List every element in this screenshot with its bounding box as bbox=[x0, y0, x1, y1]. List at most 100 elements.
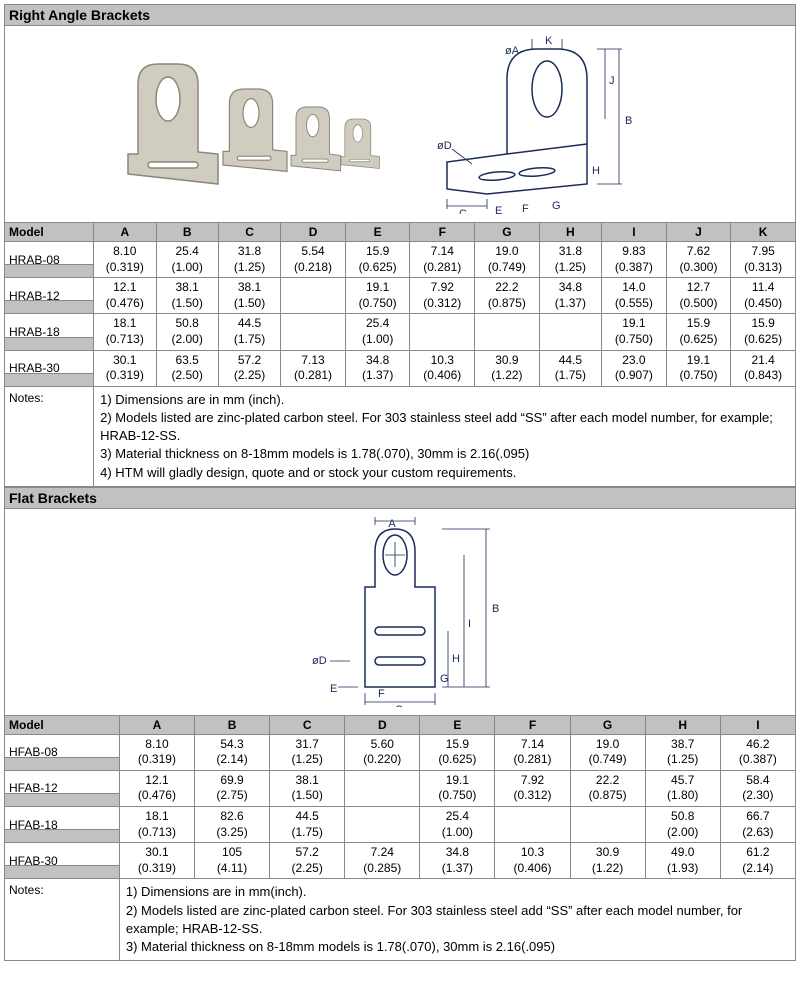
data-cell: 12.7(0.500) bbox=[666, 278, 731, 314]
col-header: K bbox=[731, 223, 796, 242]
data-cell: 19.1(0.750) bbox=[666, 350, 731, 386]
bracket-line-drawing: K øA J B øD H C E F G bbox=[387, 34, 687, 214]
data-cell: 9.83(0.387) bbox=[602, 242, 667, 278]
data-cell: 19.1(0.750) bbox=[602, 314, 667, 350]
flat-line-drawing: A B I H øD E C F G bbox=[250, 517, 550, 707]
notes-label: Notes: bbox=[5, 386, 94, 486]
dim-label: A bbox=[388, 518, 396, 530]
col-header: A bbox=[119, 715, 194, 734]
data-cell: 19.1(0.750) bbox=[420, 770, 495, 806]
notes-body: 1) Dimensions are in mm (inch).2) Models… bbox=[94, 386, 796, 486]
data-cell: 57.2(2.25) bbox=[270, 843, 345, 879]
right-angle-diagram-area: K øA J B øD H C E F G bbox=[4, 26, 796, 222]
data-cell bbox=[495, 807, 570, 843]
notes-label: Notes: bbox=[5, 879, 120, 961]
data-cell: 105(4.11) bbox=[195, 843, 270, 879]
dim-label: B bbox=[625, 115, 632, 127]
dim-label: F bbox=[522, 203, 529, 214]
dim-label: C bbox=[395, 704, 403, 707]
data-cell: 38.1(1.50) bbox=[156, 278, 218, 314]
data-cell: 31.8(1.25) bbox=[218, 242, 280, 278]
data-cell: 15.9(0.625) bbox=[420, 734, 495, 770]
data-cell: 22.2(0.875) bbox=[570, 770, 645, 806]
data-cell: 18.1(0.713) bbox=[119, 807, 194, 843]
table-row: HRAB-1212.1(0.476)38.1(1.50)38.1(1.50)19… bbox=[5, 278, 796, 314]
col-header: B bbox=[195, 715, 270, 734]
data-cell: 7.13(0.281) bbox=[281, 350, 346, 386]
data-cell: 50.8(2.00) bbox=[645, 807, 720, 843]
data-cell: 38.1(1.50) bbox=[270, 770, 345, 806]
data-cell: 21.4(0.843) bbox=[731, 350, 796, 386]
flat-diagram-area: A B I H øD E C F G bbox=[4, 509, 796, 715]
col-header: H bbox=[645, 715, 720, 734]
dim-label: H bbox=[592, 165, 600, 177]
dim-label: øA bbox=[505, 45, 520, 57]
dim-label: I bbox=[468, 618, 471, 630]
model-cell: HFAB-08 bbox=[5, 734, 120, 770]
data-cell bbox=[570, 807, 645, 843]
col-header: E bbox=[345, 223, 410, 242]
data-cell: 66.7(2.63) bbox=[720, 807, 795, 843]
data-cell: 7.95(0.313) bbox=[731, 242, 796, 278]
col-header: J bbox=[666, 223, 731, 242]
data-cell: 25.4(1.00) bbox=[156, 242, 218, 278]
data-cell bbox=[410, 314, 475, 350]
col-header: H bbox=[539, 223, 601, 242]
data-cell: 30.1(0.319) bbox=[119, 843, 194, 879]
dim-label: H bbox=[452, 653, 460, 665]
col-header: Model bbox=[5, 223, 94, 242]
data-cell: 38.7(1.25) bbox=[645, 734, 720, 770]
col-header: F bbox=[495, 715, 570, 734]
dim-label: K bbox=[545, 35, 553, 47]
data-cell: 12.1(0.476) bbox=[94, 278, 156, 314]
data-cell: 7.62(0.300) bbox=[666, 242, 731, 278]
data-cell: 7.92(0.312) bbox=[410, 278, 475, 314]
data-cell: 19.0(0.749) bbox=[475, 242, 540, 278]
dim-label: E bbox=[330, 683, 337, 695]
model-cell: HFAB-18 bbox=[5, 807, 120, 843]
data-cell: 8.10(0.319) bbox=[119, 734, 194, 770]
data-cell: 12.1(0.476) bbox=[119, 770, 194, 806]
dim-label: G bbox=[440, 673, 449, 685]
data-cell: 30.9(1.22) bbox=[570, 843, 645, 879]
model-cell: HFAB-30 bbox=[5, 843, 120, 879]
flat-table: ModelABCDEFGHIHFAB-088.10(0.319)54.3(2.1… bbox=[4, 715, 796, 962]
data-cell bbox=[345, 770, 420, 806]
data-cell bbox=[475, 314, 540, 350]
data-cell: 10.3(0.406) bbox=[495, 843, 570, 879]
data-cell: 19.1(0.750) bbox=[345, 278, 410, 314]
data-cell: 34.8(1.37) bbox=[345, 350, 410, 386]
data-cell: 58.4(2.30) bbox=[720, 770, 795, 806]
col-header: C bbox=[270, 715, 345, 734]
data-cell: 57.2(2.25) bbox=[218, 350, 280, 386]
data-cell bbox=[539, 314, 601, 350]
col-header: A bbox=[94, 223, 156, 242]
data-cell: 31.8(1.25) bbox=[539, 242, 601, 278]
data-cell: 5.60(0.220) bbox=[345, 734, 420, 770]
data-cell: 22.2(0.875) bbox=[475, 278, 540, 314]
data-cell: 7.92(0.312) bbox=[495, 770, 570, 806]
data-cell: 34.8(1.37) bbox=[539, 278, 601, 314]
data-cell: 19.0(0.749) bbox=[570, 734, 645, 770]
col-header: Model bbox=[5, 715, 120, 734]
col-header: G bbox=[570, 715, 645, 734]
data-cell: 34.8(1.37) bbox=[420, 843, 495, 879]
dim-label: B bbox=[492, 603, 499, 615]
section-title-right-angle: Right Angle Brackets bbox=[4, 4, 796, 26]
dim-label: E bbox=[495, 205, 502, 214]
data-cell: 15.9(0.625) bbox=[345, 242, 410, 278]
table-row: HFAB-1818.1(0.713)82.6(3.25)44.5(1.75)25… bbox=[5, 807, 796, 843]
data-cell: 61.2(2.14) bbox=[720, 843, 795, 879]
section-title-flat: Flat Brackets bbox=[4, 487, 796, 509]
data-cell: 54.3(2.14) bbox=[195, 734, 270, 770]
data-cell: 31.7(1.25) bbox=[270, 734, 345, 770]
data-cell: 25.4(1.00) bbox=[345, 314, 410, 350]
data-cell: 63.5(2.50) bbox=[156, 350, 218, 386]
data-cell: 10.3(0.406) bbox=[410, 350, 475, 386]
data-cell: 23.0(0.907) bbox=[602, 350, 667, 386]
dim-label: J bbox=[609, 75, 615, 87]
table-row: HRAB-088.10(0.319)25.4(1.00)31.8(1.25)5.… bbox=[5, 242, 796, 278]
dim-label: øD bbox=[437, 140, 452, 152]
dim-label: G bbox=[552, 200, 561, 212]
data-cell: 44.5(1.75) bbox=[270, 807, 345, 843]
